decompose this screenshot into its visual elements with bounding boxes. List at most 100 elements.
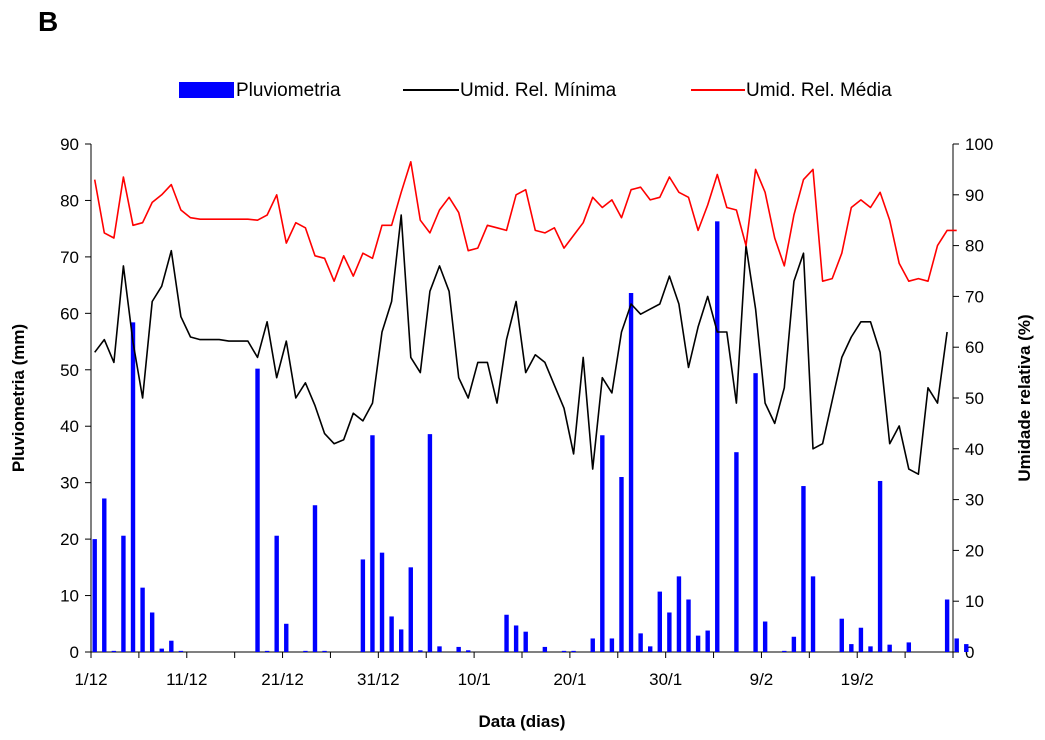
rain-bar [130, 322, 136, 652]
panel-label: B [38, 6, 59, 37]
y-right-tick-label: 60 [965, 338, 984, 357]
rain-bar [121, 535, 126, 652]
rain-bar [762, 621, 768, 652]
y-left-tick-label: 30 [60, 474, 79, 493]
x-axis-title: Data (dias) [479, 712, 566, 731]
y-left-tick-label: 70 [60, 248, 79, 267]
rain-bar [715, 221, 720, 652]
x-tick-label: 30/1 [649, 670, 682, 689]
rain-bar [801, 486, 806, 652]
plot-area: 0 10 20 30 40 50 60 70 80 90 0 10 20 30 40 50 60 70 80 90 10… [60, 135, 993, 689]
rain-bar [705, 630, 710, 652]
rain-bar [839, 618, 844, 652]
y-left-tick-label: 10 [60, 587, 79, 606]
rain-bar [600, 435, 605, 652]
rain-bar [303, 650, 308, 652]
legend-label-umid-minima: Umid. Rel. Mínima [460, 80, 617, 101]
rain-bar [782, 650, 787, 652]
rain-bar [734, 452, 739, 652]
rain-bar [887, 644, 892, 652]
rain-bar [858, 627, 864, 652]
rain-bar [370, 435, 375, 652]
x-tick-label: 1/12 [74, 670, 107, 689]
rain-bar [695, 635, 701, 652]
rain-bar [561, 650, 567, 652]
rain-bar [149, 612, 155, 652]
rain-bar [274, 535, 279, 652]
rain-bar [456, 646, 461, 652]
rain-bar [523, 631, 528, 652]
rain-bar [753, 373, 758, 652]
y-axis-right-title: Umidade relativa (%) [1015, 314, 1034, 481]
rain-bar [571, 650, 576, 652]
rain-bar [877, 480, 883, 652]
rain-bar [264, 650, 270, 652]
rain-bar [849, 644, 854, 652]
rain-bar [102, 498, 107, 652]
rain-bar [791, 636, 797, 652]
rain-bar [312, 505, 318, 652]
x-tick-label: 19/2 [841, 670, 874, 689]
y-right-tick-label: 80 [965, 237, 984, 256]
rain-bar [466, 650, 471, 652]
y-left-tick-label: 40 [60, 417, 79, 436]
rain-bar [648, 646, 653, 652]
y-right-tick-label: 90 [965, 186, 984, 205]
y-right-tick-label: 20 [965, 541, 984, 560]
rain-bar [379, 552, 385, 652]
rain-bar [169, 640, 174, 652]
y-right-tick-label: 0 [965, 643, 974, 662]
rain-bar [284, 623, 289, 652]
x-tick-label: 21/12 [261, 670, 304, 689]
rain-bar [513, 625, 519, 652]
x-tick-label: 20/1 [553, 670, 586, 689]
y-right-tick-label: 100 [965, 135, 993, 154]
legend-label-pluviometria: Pluviometria [236, 80, 341, 101]
y-axis-left-title: Pluviometria (mm) [9, 324, 28, 472]
umid-media-line [93, 161, 957, 283]
rain-bar [437, 646, 442, 652]
legend-swatch-pluviometria [179, 82, 234, 98]
rain-bar [810, 576, 816, 652]
rain-bar [322, 650, 327, 652]
rain-bar [609, 638, 615, 652]
y-right-tick-label: 70 [965, 287, 984, 306]
rain-bar [590, 638, 595, 652]
rain-bar [504, 614, 509, 652]
y-right-tick-label: 50 [965, 389, 984, 408]
rain-bar [628, 293, 634, 652]
rain-bar [92, 539, 97, 652]
rain-bar [686, 599, 691, 652]
legend-label-umid-media: Umid. Rel. Média [746, 80, 892, 101]
umid-minima-line [94, 214, 948, 476]
rain-bar [389, 616, 394, 652]
y-right-tick-label: 30 [965, 491, 984, 510]
rain-bar [638, 633, 643, 652]
y-left-tick-label: 60 [60, 304, 79, 323]
rain-bar [906, 642, 912, 652]
rain-bar [667, 612, 672, 652]
rain-bar [255, 368, 260, 652]
y-right-tick-label: 10 [965, 592, 984, 611]
y-left-tick-label: 80 [60, 191, 79, 210]
x-tick-label: 10/1 [458, 670, 491, 689]
rain-bar [408, 567, 413, 652]
rain-bar [360, 559, 366, 652]
rain-bar [140, 587, 145, 652]
rain-bar [954, 638, 959, 652]
rain-bar [944, 599, 950, 652]
rain-bar [159, 648, 164, 652]
y-right-tick-label: 40 [965, 440, 984, 459]
rain-bar [657, 591, 662, 652]
rain-bar [542, 646, 548, 652]
rain-bar [418, 650, 423, 652]
y-left-tick-label: 50 [60, 361, 79, 380]
rain-bar [398, 629, 404, 652]
y-left-tick-label: 90 [60, 135, 79, 154]
x-tick-label: 31/12 [357, 670, 400, 689]
y-left-tick-label: 20 [60, 530, 79, 549]
y-left-tick-label: 0 [70, 643, 79, 662]
x-tick-label: 9/2 [750, 670, 774, 689]
rain-bar [178, 650, 184, 652]
